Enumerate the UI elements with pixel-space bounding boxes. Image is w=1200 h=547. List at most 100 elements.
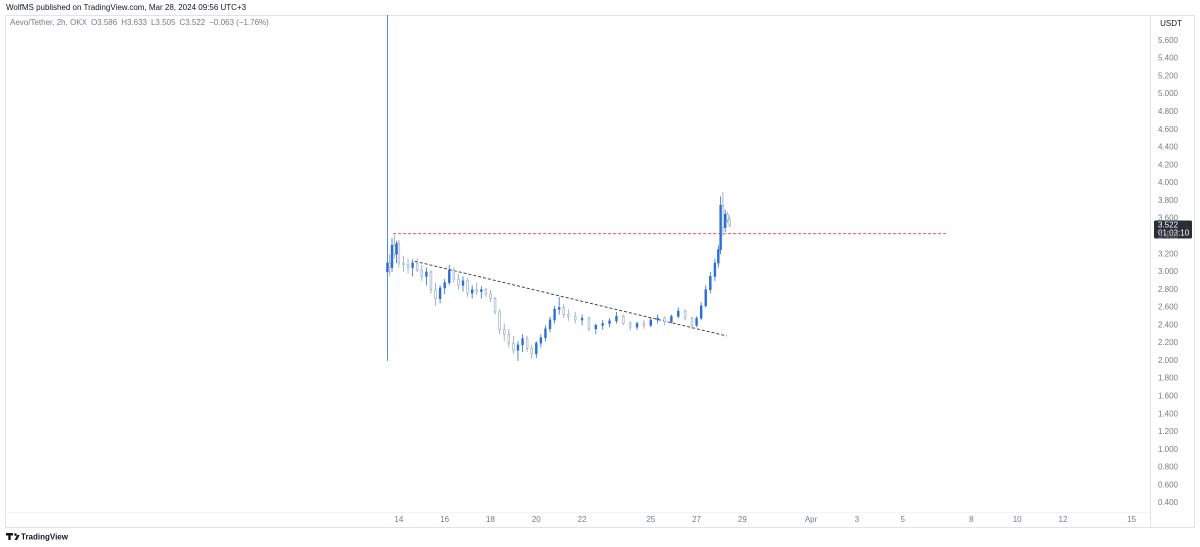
y-tick-label: 4.600	[1158, 125, 1179, 134]
x-tick-label: 16	[440, 515, 449, 524]
candle-body	[489, 293, 492, 299]
candle-body	[553, 308, 556, 321]
candle-body	[726, 213, 729, 221]
candle-body	[709, 276, 712, 291]
x-tick-label: 5	[900, 515, 905, 524]
symbol-legend: Aevo/Tether, 2h, OKX	[10, 18, 88, 27]
candle-body	[717, 249, 720, 264]
x-tick-label: 27	[692, 515, 701, 524]
candle-body	[615, 316, 618, 322]
y-tick-label: 1.200	[1158, 427, 1179, 436]
candle-body	[721, 204, 725, 228]
candle-body	[448, 269, 451, 283]
candle-body	[480, 289, 483, 292]
candle-body	[690, 317, 694, 326]
candle-body	[608, 320, 611, 324]
candle-body	[670, 316, 673, 323]
x-tick-label: 3	[855, 515, 860, 524]
y-tick-label: 3.600	[1158, 214, 1179, 223]
logo-mark	[14, 535, 20, 540]
candle-body	[386, 262, 389, 273]
y-tick-label: 1.400	[1158, 409, 1179, 418]
candle-body	[402, 262, 405, 266]
price-tag-value: 3.522	[1158, 221, 1179, 230]
candle-body	[642, 323, 646, 326]
candle-body	[498, 311, 501, 331]
candle-body	[580, 317, 584, 321]
y-tick-label: 0.800	[1158, 463, 1179, 472]
candle-body	[530, 348, 533, 355]
candle-body	[539, 337, 543, 344]
candle-body	[628, 323, 632, 328]
candle-body	[594, 324, 598, 330]
y-tick-label: 4.400	[1158, 143, 1179, 152]
header-title: WolfMS published on TradingView.com, Mar…	[6, 3, 247, 12]
candle-body	[434, 289, 437, 299]
x-tick-label: Apr	[805, 515, 818, 524]
y-tick-label: 3.200	[1158, 249, 1179, 258]
candle-body	[397, 243, 401, 264]
candle-body	[683, 310, 687, 319]
x-tick-label: 14	[394, 515, 403, 524]
candle-body	[704, 289, 707, 307]
currency-label: USDT	[1160, 19, 1182, 28]
y-tick-label: 5.000	[1158, 89, 1179, 98]
y-tick-label: 4.000	[1158, 178, 1179, 187]
y-tick-label: 2.800	[1158, 285, 1179, 294]
candle-body	[420, 269, 423, 277]
candle-body	[663, 317, 666, 323]
y-tick-label: 5.600	[1158, 36, 1179, 45]
logo-dot	[14, 533, 17, 536]
footer-brand: TradingView	[21, 533, 69, 542]
candle-body	[601, 323, 604, 326]
candle-body	[521, 338, 524, 346]
candle-body	[406, 264, 410, 268]
x-tick-label: 18	[486, 515, 495, 524]
candle-body	[656, 317, 659, 321]
candle-body	[525, 338, 529, 349]
plot	[386, 15, 947, 361]
ohlc-value: −0.063 (−1.76%)	[209, 18, 269, 27]
candle-body	[388, 262, 391, 268]
candle-body	[395, 243, 398, 255]
candle-body	[415, 262, 419, 271]
candle-body	[470, 289, 474, 294]
candle-body	[699, 305, 703, 319]
candle-body	[475, 289, 478, 292]
candle-body	[544, 328, 547, 339]
candle-body	[635, 323, 639, 328]
candle-body	[535, 342, 538, 355]
candle-body	[411, 262, 414, 268]
candle-body	[484, 289, 488, 295]
candle-body	[390, 244, 394, 268]
candle-body	[724, 213, 727, 228]
ohlc-value: C3.522	[179, 18, 205, 27]
candle-body	[438, 287, 442, 299]
y-tick-label: 5.200	[1158, 71, 1179, 80]
ohlc-value: L3.505	[151, 18, 176, 27]
candle-body	[719, 204, 722, 251]
candle-body	[562, 307, 565, 315]
candle-body	[461, 280, 465, 286]
candle-body	[622, 316, 625, 324]
y-tick-label: 3.400	[1158, 231, 1179, 240]
x-tick-label: 20	[532, 515, 541, 524]
logo-mark	[5, 533, 13, 540]
y-tick-label: 1.600	[1158, 392, 1179, 401]
candle-body	[557, 307, 561, 310]
candle-body	[503, 329, 506, 335]
y-tick-label: 0.600	[1158, 480, 1179, 489]
candle-body	[512, 342, 515, 351]
candle-body	[516, 344, 520, 351]
y-tick-label: 3.000	[1158, 267, 1179, 276]
candle-body	[457, 278, 460, 286]
candle-body	[574, 316, 577, 321]
y-tick-label: 2.400	[1158, 320, 1179, 329]
drawing-line	[414, 260, 727, 337]
x-tick-label: 25	[646, 515, 655, 524]
candle-body	[695, 317, 698, 326]
